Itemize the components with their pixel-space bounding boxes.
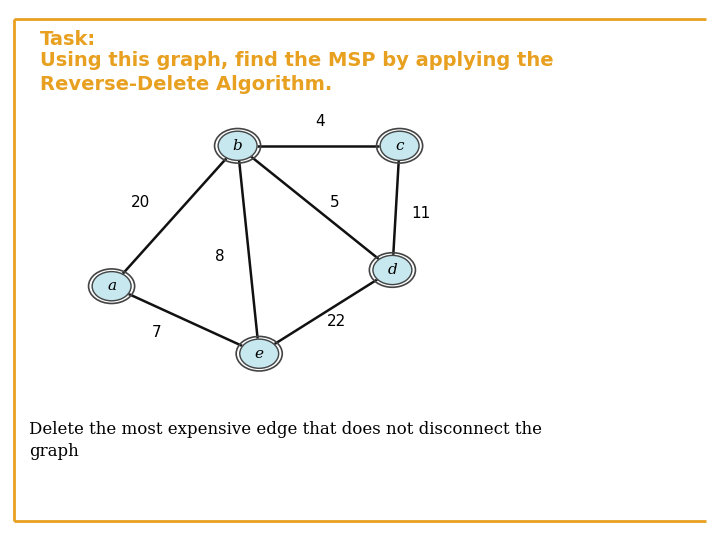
Text: e: e — [255, 347, 264, 361]
Circle shape — [380, 131, 419, 160]
Text: 7: 7 — [152, 325, 162, 340]
Circle shape — [373, 255, 412, 285]
Circle shape — [240, 339, 279, 368]
Text: Delete the most expensive edge that does not disconnect the
graph: Delete the most expensive edge that does… — [29, 421, 541, 461]
Text: 11: 11 — [412, 206, 431, 221]
Text: c: c — [395, 139, 404, 153]
Text: 4: 4 — [315, 114, 325, 129]
Text: a: a — [107, 279, 116, 293]
Text: Using this graph, find the MSP by applying the: Using this graph, find the MSP by applyi… — [40, 51, 553, 70]
Text: d: d — [387, 263, 397, 277]
Text: b: b — [233, 139, 243, 153]
Circle shape — [92, 272, 131, 301]
Text: 5: 5 — [330, 195, 340, 210]
Text: 20: 20 — [131, 195, 150, 210]
Text: 8: 8 — [215, 249, 225, 264]
Text: Task:: Task: — [40, 30, 96, 49]
Circle shape — [218, 131, 257, 160]
Text: Reverse-Delete Algorithm.: Reverse-Delete Algorithm. — [40, 75, 332, 93]
Text: 22: 22 — [328, 314, 346, 329]
